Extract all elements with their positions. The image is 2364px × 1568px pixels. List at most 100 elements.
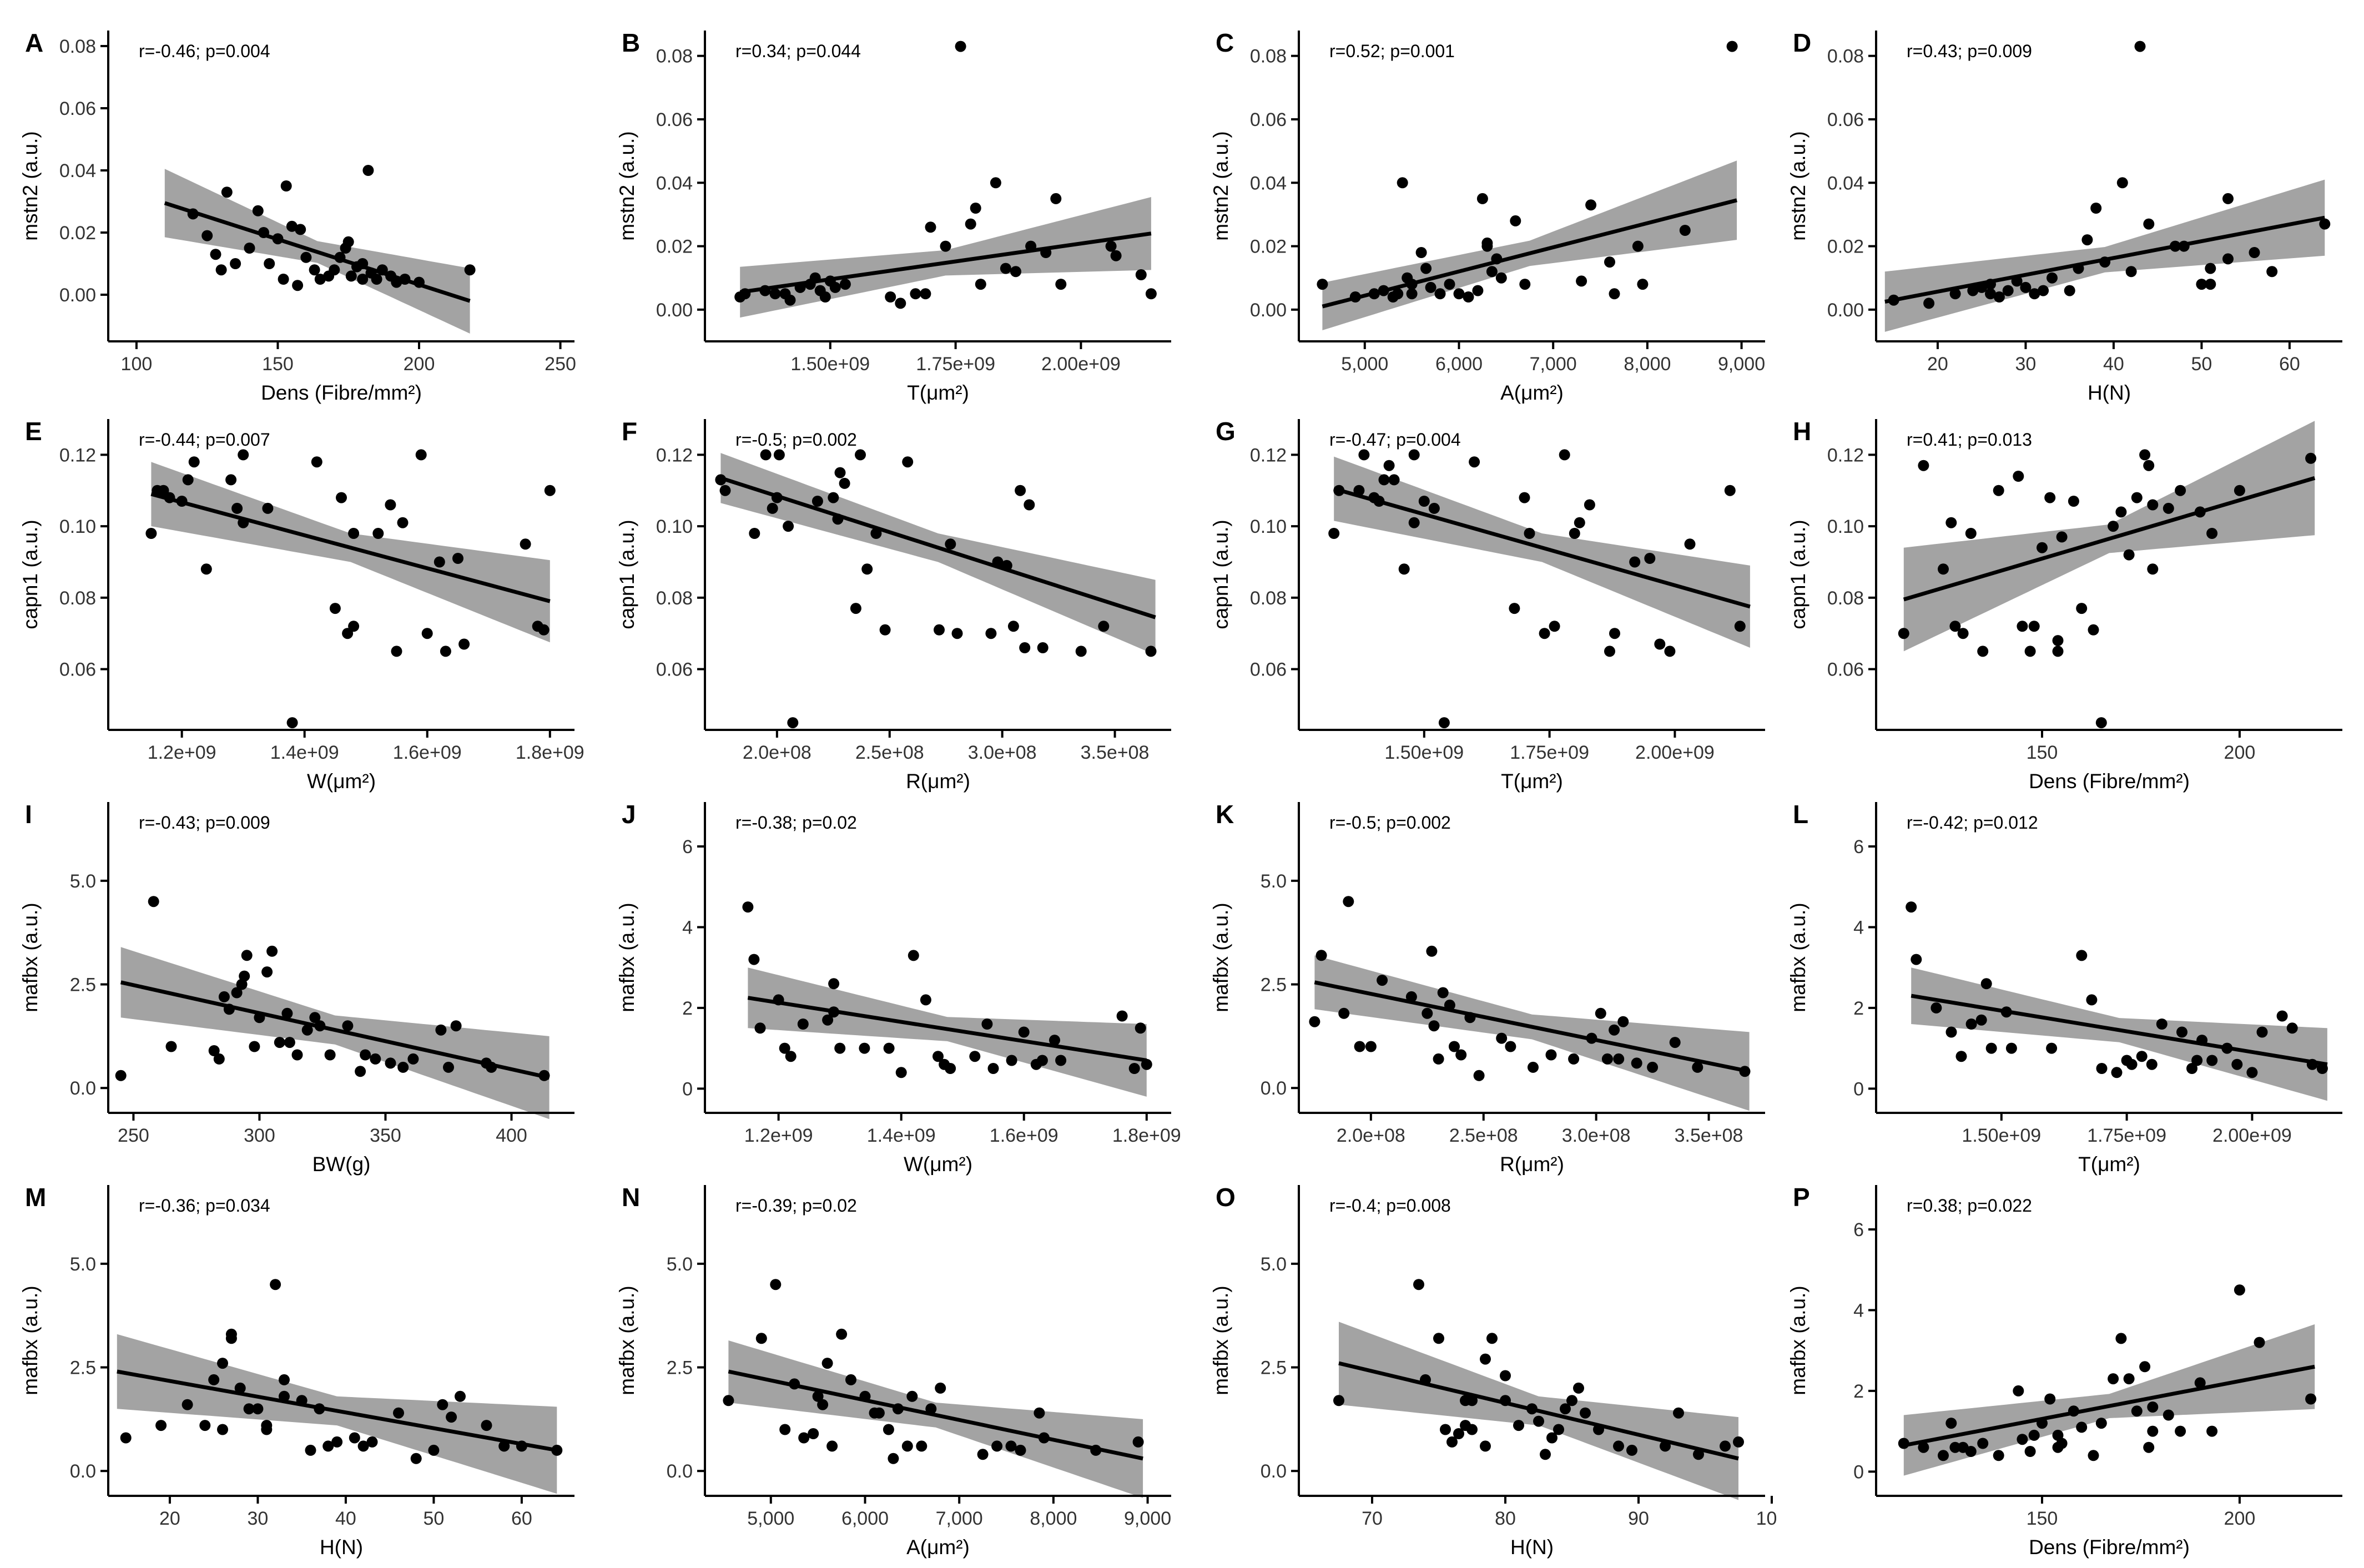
data-point bbox=[2115, 1333, 2127, 1344]
x-tick-label: 1.50e+09 bbox=[790, 354, 870, 375]
data-point bbox=[270, 1279, 281, 1290]
data-point bbox=[1426, 945, 1438, 957]
data-point bbox=[329, 264, 340, 276]
data-point bbox=[1428, 502, 1440, 514]
data-point bbox=[773, 449, 785, 461]
data-point bbox=[455, 1390, 466, 1402]
data-point bbox=[2090, 203, 2102, 214]
y-tick-label: 0.02 bbox=[656, 236, 693, 258]
data-point bbox=[261, 966, 273, 978]
x-axis-title: H(N) bbox=[1510, 1536, 1554, 1559]
data-point bbox=[990, 177, 1001, 189]
x-tick-label: 50 bbox=[424, 1508, 445, 1529]
y-tick-label: 0.10 bbox=[1827, 516, 1864, 537]
data-point bbox=[850, 603, 861, 614]
data-point bbox=[2186, 1063, 2197, 1074]
y-tick-label: 5.0 bbox=[1261, 871, 1287, 892]
y-tick-label: 0.12 bbox=[1827, 445, 1864, 466]
x-tick-label: 1.50e+09 bbox=[1962, 1125, 2041, 1146]
data-point bbox=[1015, 485, 1026, 496]
data-point bbox=[812, 1390, 824, 1402]
data-point bbox=[385, 1057, 396, 1069]
data-point bbox=[2319, 218, 2331, 230]
data-point bbox=[2147, 563, 2159, 575]
data-point bbox=[1019, 642, 1031, 653]
y-axis-title: mstn2 (a.u.) bbox=[1787, 131, 1809, 240]
data-point bbox=[2143, 1441, 2155, 1453]
data-point bbox=[1116, 1010, 1128, 1022]
data-point bbox=[2024, 1446, 2036, 1457]
data-point bbox=[342, 236, 354, 248]
panel-D: 20 30 40 50 60 0.00 0.02 0.04 0.06 0.08 H(N) mstn2 … bbox=[1787, 28, 2342, 404]
data-point bbox=[1664, 646, 1676, 657]
data-point bbox=[208, 1045, 220, 1056]
data-point bbox=[991, 1440, 1003, 1452]
data-point bbox=[2206, 1055, 2218, 1066]
y-axis-title: mafbx (a.u.) bbox=[19, 1285, 42, 1395]
data-point bbox=[2044, 1393, 2056, 1405]
data-point bbox=[985, 628, 997, 639]
data-point bbox=[1574, 517, 1585, 528]
data-point bbox=[2052, 646, 2064, 657]
data-point bbox=[2076, 1421, 2088, 1433]
data-point bbox=[1007, 621, 1019, 632]
data-point bbox=[261, 1424, 273, 1435]
data-point bbox=[1601, 1053, 1613, 1065]
x-tick-label: 3.5e+08 bbox=[1675, 1125, 1743, 1146]
stat-label: r=-0.39; p=0.02 bbox=[735, 1196, 857, 1216]
data-point bbox=[291, 1049, 303, 1061]
data-point bbox=[1486, 266, 1498, 278]
data-point bbox=[284, 1037, 295, 1048]
data-point bbox=[836, 1328, 848, 1340]
y-axis-title: capn1 (a.u.) bbox=[616, 520, 638, 629]
data-point bbox=[2088, 1450, 2099, 1461]
data-point bbox=[1692, 1061, 1703, 1073]
data-point bbox=[407, 1053, 419, 1065]
y-axis-title: mafbx (a.u.) bbox=[19, 903, 42, 1012]
y-tick-label: 0.06 bbox=[656, 109, 693, 130]
data-point bbox=[1000, 263, 1011, 274]
panel-F: 2.0e+08 2.5e+08 3.0e+08 3.5e+08 0.06 0.08 0.10… bbox=[616, 417, 1171, 793]
data-point bbox=[828, 978, 840, 990]
data-point bbox=[1315, 950, 1327, 961]
data-point bbox=[1392, 288, 1404, 300]
data-point bbox=[1632, 240, 1644, 252]
data-point bbox=[165, 1041, 177, 1052]
data-point bbox=[311, 456, 322, 468]
x-tick-label: 80 bbox=[1495, 1508, 1516, 1529]
data-point bbox=[760, 449, 772, 461]
panel-letter: P bbox=[1793, 1183, 1810, 1212]
data-point bbox=[2013, 1385, 2024, 1396]
confidence-band bbox=[1903, 1324, 2315, 1476]
data-point bbox=[1418, 496, 1430, 507]
data-point bbox=[1945, 1026, 1957, 1038]
data-point bbox=[1585, 199, 1597, 211]
data-point bbox=[906, 1390, 918, 1402]
data-point bbox=[1679, 225, 1691, 236]
data-point bbox=[393, 1407, 404, 1419]
panel-L: 1.50e+09 1.75e+09 2.00e+09 0 2 4 6 T(μm²) mafbx … bbox=[1787, 800, 2342, 1176]
y-axis-title: capn1 (a.u.) bbox=[1209, 520, 1232, 629]
data-point bbox=[264, 258, 275, 269]
data-point bbox=[839, 477, 850, 489]
data-point bbox=[2156, 1019, 2168, 1030]
y-tick-label: 0.0 bbox=[70, 1078, 96, 1099]
y-tick-label: 2.5 bbox=[70, 1358, 96, 1379]
data-point bbox=[2017, 621, 2028, 632]
data-point bbox=[1528, 1061, 1539, 1073]
data-point bbox=[201, 230, 213, 241]
panel-letter: M bbox=[25, 1183, 46, 1212]
x-tick-label: 1.75e+09 bbox=[2087, 1125, 2166, 1146]
data-point bbox=[883, 1424, 894, 1435]
data-point bbox=[1405, 991, 1417, 1002]
data-point bbox=[145, 528, 157, 539]
x-tick-label: 100 bbox=[1756, 1508, 1776, 1529]
data-point bbox=[1377, 975, 1388, 986]
x-tick-label: 150 bbox=[2027, 1508, 2058, 1529]
data-point bbox=[182, 1399, 193, 1410]
data-point bbox=[1365, 1041, 1377, 1052]
data-point bbox=[249, 1041, 260, 1052]
data-point bbox=[1034, 1407, 1045, 1419]
x-tick-label: 1.6e+09 bbox=[990, 1125, 1058, 1146]
data-point bbox=[292, 280, 304, 291]
